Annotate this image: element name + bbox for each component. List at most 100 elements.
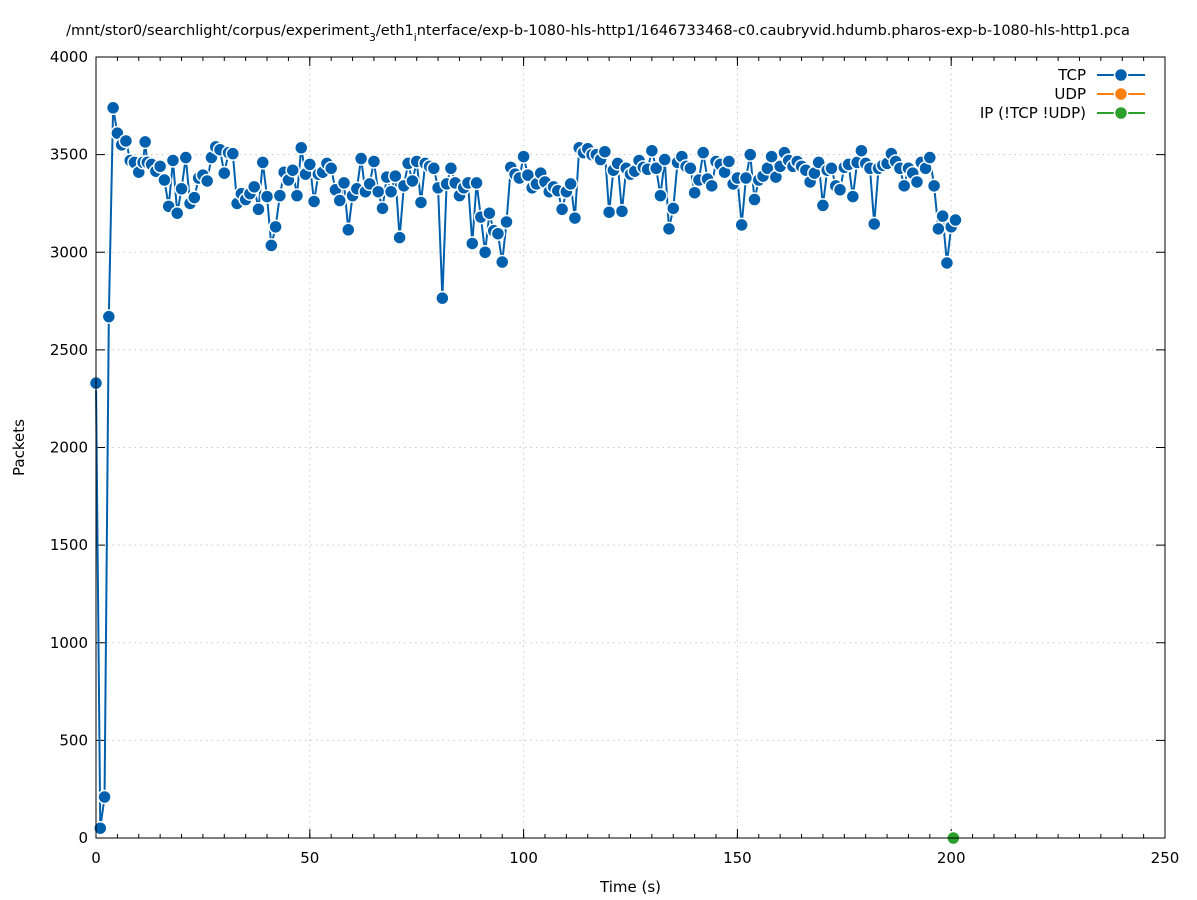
data-point <box>661 221 677 237</box>
data-point <box>405 173 420 189</box>
legend-label: IP (!TCP !UDP) <box>980 104 1086 122</box>
data-point <box>370 184 386 199</box>
data-point <box>926 178 942 194</box>
legend-marker <box>1113 105 1129 121</box>
data-point <box>336 175 352 191</box>
data-point <box>896 178 912 194</box>
data-point <box>657 152 672 167</box>
data-point <box>255 155 271 170</box>
data-point <box>388 168 403 184</box>
data-point <box>494 254 510 270</box>
data-point <box>332 193 347 208</box>
data-point <box>383 184 399 199</box>
data-point <box>653 188 668 203</box>
y-tick-label: 0 <box>78 829 88 847</box>
grid-lines <box>96 57 1165 838</box>
data-point <box>118 133 134 149</box>
data-point <box>601 204 617 220</box>
data-point <box>764 149 779 164</box>
data-point <box>721 154 737 169</box>
legend-label: UDP <box>1054 85 1086 103</box>
x-tick-label: 200 <box>937 849 966 867</box>
y-tick-label: 2500 <box>50 341 88 359</box>
x-tick-label: 50 <box>300 849 319 867</box>
data-point <box>824 161 839 176</box>
data-point <box>597 144 613 159</box>
data-point <box>178 150 194 165</box>
data-point <box>747 192 762 207</box>
data-point <box>259 189 275 204</box>
data-point <box>854 143 869 158</box>
data-point <box>169 205 185 221</box>
legend-marker <box>1113 67 1129 83</box>
data-point <box>341 222 356 238</box>
data-point <box>105 100 121 116</box>
y-tick-label: 500 <box>59 731 88 749</box>
data-point <box>272 188 288 203</box>
data-point <box>251 202 266 217</box>
data-point <box>293 140 309 156</box>
y-tick-label: 3500 <box>50 146 88 164</box>
data-point <box>413 195 429 210</box>
x-axis-label: Time (s) <box>599 878 661 896</box>
data-point <box>97 789 112 805</box>
data-point <box>815 198 831 213</box>
data-point <box>866 216 882 232</box>
data-point <box>477 245 493 260</box>
data-point <box>152 159 168 174</box>
data-point <box>353 151 369 166</box>
y-tick-label: 3000 <box>50 243 88 261</box>
data-point <box>499 214 514 230</box>
x-tick-label: 100 <box>509 849 538 867</box>
data-point <box>465 236 480 251</box>
data-point <box>469 175 484 191</box>
data-point <box>614 203 630 219</box>
x-tick-label: 150 <box>723 849 752 867</box>
data-point <box>392 230 407 245</box>
data-point <box>199 173 215 189</box>
legend-label: TCP <box>1057 66 1086 84</box>
data-point <box>443 161 459 176</box>
data-point <box>366 154 382 169</box>
data-point <box>490 226 506 241</box>
data-point <box>101 309 117 324</box>
series-line <box>95 106 957 830</box>
data-point <box>516 149 531 164</box>
data-point <box>306 194 322 209</box>
data-point <box>683 161 698 176</box>
axis-ticks: 0 500 1000 1500 2000 2500 3000 3500 4000 0 50 100 15… <box>50 48 1180 867</box>
y-tick-label: 1000 <box>50 634 88 652</box>
data-point <box>289 188 305 203</box>
data-point <box>137 134 153 150</box>
data-point <box>554 202 570 217</box>
plot-frame <box>95 56 1166 839</box>
data-point <box>264 238 279 253</box>
x-tick-label: 0 <box>91 849 101 867</box>
data-point <box>687 185 702 200</box>
data-point <box>734 217 749 233</box>
data-point <box>704 178 719 194</box>
data-point <box>931 221 946 237</box>
data-point <box>742 147 758 162</box>
data-point <box>426 161 442 176</box>
data-point <box>567 210 583 226</box>
y-axis-label: Packets <box>10 419 28 476</box>
data-point <box>909 174 925 190</box>
y-tick-label: 2000 <box>50 439 88 457</box>
title-part: nterface/exp-b-1080-hls-http1/1646733468… <box>417 23 1130 39</box>
plot-area <box>88 100 963 846</box>
x-tick-label: 250 <box>1151 849 1180 867</box>
title-part: /mnt/stor0/searchlight/corpus/experiment <box>66 23 369 39</box>
data-point <box>302 157 318 172</box>
data-point <box>268 219 283 235</box>
title-part: i <box>414 32 417 44</box>
title-part: 3 <box>369 32 376 44</box>
data-point <box>666 201 681 216</box>
data-point <box>375 201 390 216</box>
data-point <box>157 172 172 188</box>
series-tcp <box>88 100 963 836</box>
data-point <box>648 161 664 176</box>
data-point <box>435 290 450 306</box>
data-point <box>482 205 497 221</box>
